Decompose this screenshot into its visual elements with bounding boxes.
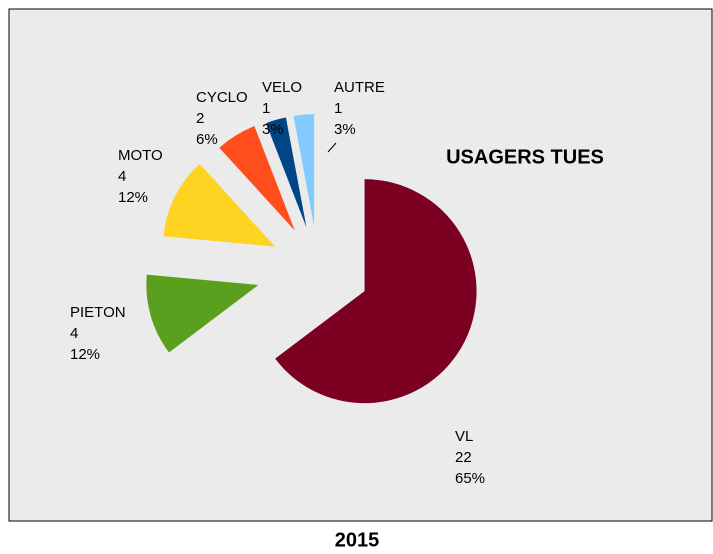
pie-slice — [293, 114, 315, 227]
pie-slice — [146, 274, 259, 353]
slice-label: VELO — [262, 79, 302, 96]
pie-slice — [219, 126, 295, 231]
slice-label: MOTO — [118, 147, 163, 164]
leader-line — [327, 142, 337, 153]
slice-label: AUTRE — [334, 79, 385, 96]
value-label: 1 — [262, 100, 270, 117]
slice-label: VL — [455, 428, 473, 445]
pie-slice — [163, 163, 276, 247]
plot-area — [8, 8, 713, 522]
percent-label: 65% — [455, 470, 485, 487]
pie-slice — [275, 179, 477, 404]
value-label: 2 — [196, 110, 204, 127]
value-label: 4 — [118, 168, 126, 185]
slice-label: PIETON — [70, 304, 126, 321]
percent-label: 12% — [118, 189, 148, 206]
percent-label: 3% — [334, 121, 356, 138]
pie-slice — [266, 117, 307, 228]
percent-label: 3% — [262, 121, 284, 138]
value-label: 4 — [70, 325, 78, 342]
slice-label: CYCLO — [196, 89, 248, 106]
value-label: 1 — [334, 100, 342, 117]
percent-label: 6% — [196, 131, 218, 148]
percent-label: 12% — [70, 346, 100, 363]
value-label: 22 — [455, 449, 472, 466]
chart-subtitle: 2015 — [335, 529, 380, 551]
chart-title: USAGERS TUES — [446, 146, 604, 168]
